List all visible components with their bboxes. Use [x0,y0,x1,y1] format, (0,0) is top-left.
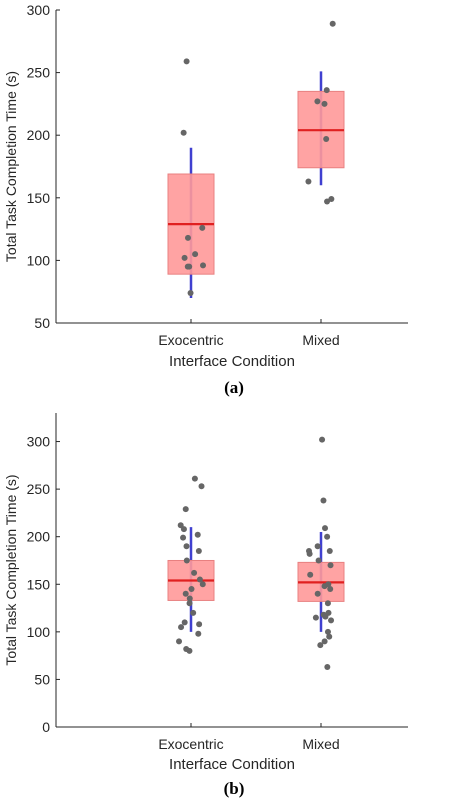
data-point [321,100,328,107]
data-point [180,526,187,533]
chart-panel-a: 50 100 150 200 250 300 Exocentric Mixed Interfac… [3,2,408,397]
data-point [192,251,199,258]
y-tick-label: 200 [27,529,51,545]
data-point [181,254,188,261]
data-point [307,571,314,578]
data-point [187,289,194,296]
data-point [186,647,193,654]
data-point [324,533,331,540]
data-point [178,624,185,631]
x-tick-label: Exocentric [158,332,223,348]
y-tick-label: 200 [27,127,51,143]
data-point [328,617,335,624]
data-point [200,262,207,269]
data-point [183,58,190,65]
data-point [314,543,321,550]
data-point [314,590,321,597]
data-point [194,531,201,538]
data-point [315,557,322,564]
y-tick-label: 150 [27,190,51,206]
data-point [199,581,206,588]
data-point [195,547,202,554]
data-point [327,562,334,569]
y-tick-label: 100 [27,252,51,268]
data-point [184,263,191,270]
x-axis-label: Interface Condition [169,756,295,773]
data-point [188,586,195,593]
data-point [186,600,193,607]
data-point [191,569,198,576]
y-tick-label: 300 [27,434,51,450]
data-point [323,135,330,142]
y-tick-label: 50 [34,315,50,331]
data-point [196,621,203,628]
data-point [195,630,202,637]
data-point [322,613,329,620]
y-axis-label: Total Task Completion Time (s) [3,71,19,262]
data-point [326,633,333,640]
data-point [181,619,188,626]
data-point [324,198,331,205]
data-point [184,234,191,241]
chart-panel-b: 0 50 100 150 200 250 300 Exocentric Mixed Interfa… [3,413,408,798]
data-point [180,129,187,136]
data-point [314,98,321,105]
data-point [198,483,205,490]
data-point [306,550,313,557]
data-point [321,583,328,590]
data-point [327,586,334,593]
y-tick-label: 50 [34,671,50,687]
data-point [186,595,193,602]
data-point [329,20,336,27]
x-tick-label: Exocentric [158,736,223,752]
y-tick-label: 150 [27,576,51,592]
data-point [317,642,324,649]
data-point [182,590,189,597]
data-point [323,87,330,94]
data-point [324,628,331,635]
data-point [321,638,328,645]
data-point [180,534,187,541]
data-point [305,178,312,185]
data-point [322,525,329,532]
data-point [324,600,331,607]
data-point [312,614,319,621]
data-point [191,475,198,482]
y-tick-label: 250 [27,65,51,81]
y-axis-label: Total Task Completion Time (s) [3,474,19,665]
data-point [196,576,203,583]
data-point [319,436,326,443]
data-point [328,196,335,203]
data-point [320,497,327,504]
y-tick-label: 100 [27,624,51,640]
y-tick-label: 0 [42,719,50,735]
data-point [183,557,190,564]
x-tick-label: Mixed [302,736,339,752]
data-point [176,638,183,645]
panel-caption: (a) [224,378,244,397]
data-point [183,543,190,550]
y-tick-label: 250 [27,481,51,497]
data-point [326,547,333,554]
x-axis-label: Interface Condition [169,353,295,370]
data-point [190,609,197,616]
panel-caption: (b) [224,779,245,798]
data-point [199,224,206,231]
x-tick-label: Mixed [302,332,339,348]
data-point [324,664,331,671]
data-point [182,506,189,513]
y-tick-label: 300 [27,2,51,18]
